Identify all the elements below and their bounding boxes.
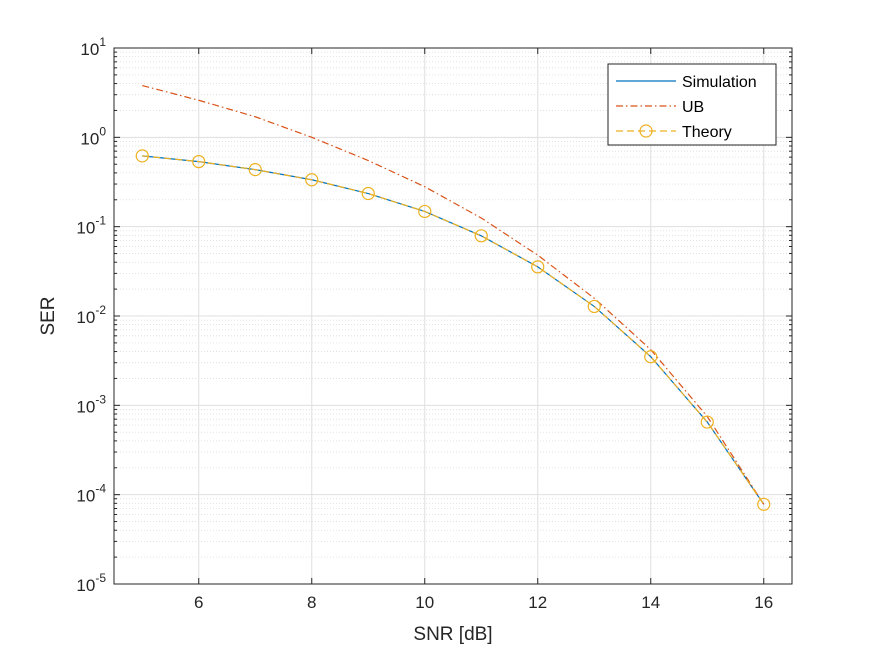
y-tick-label: 10-2 xyxy=(76,303,106,327)
legend-label-simulation: Simulation xyxy=(682,74,757,91)
series-point-theory xyxy=(248,163,262,177)
x-tick-label: 14 xyxy=(641,593,660,612)
series-point-theory xyxy=(305,173,319,187)
legend-box xyxy=(607,63,777,146)
x-tick-label: 12 xyxy=(528,593,547,612)
series-point-theory xyxy=(700,415,714,429)
series-point-theory xyxy=(644,350,658,364)
x-tick-label: 16 xyxy=(754,593,773,612)
series-point-theory xyxy=(757,497,771,511)
y-tick-label: 10-4 xyxy=(76,482,106,506)
x-tick-label: 6 xyxy=(194,593,203,612)
x-axis-label: SNR [dB] xyxy=(413,624,492,645)
series-group xyxy=(135,84,771,511)
axis-ticks xyxy=(114,47,792,585)
series-line-theory xyxy=(142,155,765,505)
series-point-theory xyxy=(587,299,601,314)
y-tick-label: 100 xyxy=(80,124,106,148)
x-tick-label: 8 xyxy=(307,593,316,612)
y-tick-label: 10-5 xyxy=(76,571,106,595)
y-axis-label: SER xyxy=(38,296,59,335)
series-point-theory xyxy=(361,186,375,201)
series-point-theory xyxy=(192,155,206,169)
y-tick-label: 10-1 xyxy=(76,214,106,238)
series-point-theory xyxy=(418,204,432,219)
series-point-theory xyxy=(474,229,488,243)
series-line-ub xyxy=(142,84,765,505)
y-tick-label: 10-3 xyxy=(76,392,106,416)
legend-label-ub: UB xyxy=(682,99,704,116)
legend[interactable]: Simulation UB Theory xyxy=(607,63,777,146)
series-point-theory xyxy=(531,260,545,274)
legend-label-theory: Theory xyxy=(682,124,732,141)
x-tick-label: 10 xyxy=(415,593,434,612)
series-point-theory xyxy=(135,149,149,163)
y-tick-label: 101 xyxy=(80,35,106,59)
tick-labels: 6 8 10 12 14 16 101 100 10-1 10-2 10-3 10-4 10-5 xyxy=(76,35,773,612)
legend-marker-theory xyxy=(639,124,653,138)
